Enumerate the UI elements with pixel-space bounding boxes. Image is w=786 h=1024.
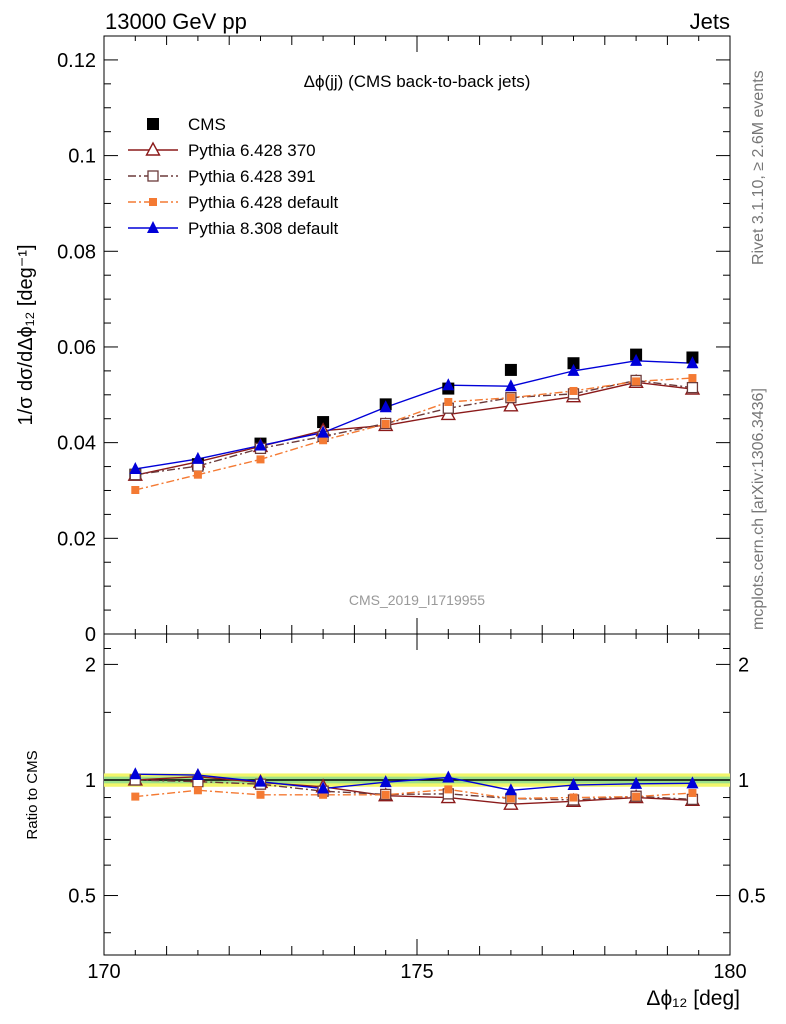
ratio-point-py6def — [193, 786, 202, 795]
ratio-line-py6def — [135, 788, 693, 800]
data-point-py8def — [379, 400, 392, 413]
legend-marker-py370 — [145, 141, 161, 156]
legend-marker-cms — [147, 118, 159, 130]
data-point-py6def — [381, 419, 390, 428]
main-ytick-label: 0 — [85, 624, 96, 646]
data-point-py6def — [506, 393, 515, 402]
analysis-watermark: CMS_2019_I1719955 — [349, 592, 485, 608]
data-point-cms — [567, 357, 580, 370]
data-point-py6def — [569, 386, 578, 395]
legend-marker-py8def — [147, 221, 159, 233]
ratio-point-py6def — [444, 785, 453, 794]
plot-title: Δϕ(jj) (CMS back-to-back jets) — [304, 72, 531, 91]
ratio-point-py6def — [131, 792, 140, 801]
data-point-py370 — [503, 397, 519, 412]
ratio-line-py8def — [135, 773, 693, 791]
legend-label-py391: Pythia 6.428 391 — [188, 167, 316, 186]
data-point-py8def — [442, 378, 455, 391]
header-right: Jets — [690, 9, 730, 34]
ratio-point-py6def — [319, 790, 328, 799]
series-line-py391 — [135, 379, 693, 476]
ratio-point-py8def — [630, 776, 643, 789]
ratio-point-py8def — [129, 767, 142, 780]
data-point-py391 — [686, 381, 699, 394]
ratio-point-py6def — [256, 790, 265, 799]
data-point-py8def — [567, 363, 580, 376]
ratio-ytick-label-right: 1 — [738, 770, 749, 792]
legend-label-py6def: Pythia 6.428 default — [188, 193, 339, 212]
ratio-ylabel: Ratio to CMS — [24, 750, 41, 839]
data-point-py6def — [193, 470, 202, 479]
data-point-py8def — [630, 353, 643, 366]
data-point-py8def — [504, 379, 517, 392]
x-axis-label: Δϕ₁₂ [deg] — [646, 987, 740, 1010]
ratio-point-py8def — [686, 776, 699, 789]
ratio-ytick-label-right: 2 — [738, 654, 749, 676]
ratio-axes: 0.5 0.5 1 1 2 2 170 175 180 — [68, 634, 766, 983]
data-point-py6def — [256, 455, 265, 464]
header-left: 13000 GeV pp — [105, 9, 247, 34]
main-ytick-label: 0.1 — [68, 146, 96, 168]
ratio-point-py6def — [688, 788, 697, 797]
series-line-py6def — [135, 377, 693, 491]
main-ytick-label: 0.04 — [57, 433, 96, 455]
ratio-point-py8def — [442, 770, 455, 783]
ratio-ytick-label-right: 0.5 — [738, 886, 766, 908]
data-point-py8def — [129, 461, 142, 474]
ratio-point-py8def — [254, 774, 267, 787]
data-point-py8def — [254, 438, 267, 451]
data-point-py6def — [444, 397, 453, 406]
ratio-ytick-label: 0.5 — [68, 886, 96, 908]
ratio-point-py8def — [504, 783, 517, 796]
mcplots-label: mcplots.cern.ch [arXiv:1306.3436] — [750, 388, 767, 630]
main-ytick-label: 0.02 — [57, 528, 96, 550]
ratio-ytick-label: 2 — [85, 654, 96, 676]
legend-marker-py6def — [149, 198, 157, 206]
main-ytick-label: 0.12 — [57, 50, 96, 72]
ratio-point-py8def — [379, 775, 392, 788]
series-line-py8def — [135, 360, 693, 470]
ratio-point-py6def — [632, 792, 641, 801]
main-ylabel: 1/σ dσ/dΔϕ₁₂ [deg⁻¹] — [15, 244, 37, 425]
series-line-py370 — [135, 381, 693, 476]
ratio-series — [127, 767, 701, 810]
data-point-py8def — [191, 451, 204, 464]
ratio-ytick-label: 1 — [85, 770, 96, 792]
main-axes: 0 0.02 0.04 0.06 0.08 0.1 0.12 — [57, 35, 731, 646]
xtick-label: 180 — [713, 961, 746, 983]
rivet-label: Rivet 3.1.10, ≥ 2.6M events — [750, 70, 767, 265]
data-point-cms — [504, 363, 517, 376]
data-point-py8def — [317, 425, 330, 438]
data-point-cms — [317, 416, 330, 429]
legend-marker-py391 — [147, 170, 159, 182]
ratio-point-py8def — [567, 778, 580, 791]
xtick-label: 170 — [87, 961, 120, 983]
data-point-py8def — [686, 356, 699, 369]
ratio-point-py6def — [506, 794, 515, 803]
ratio-line-py370 — [135, 775, 693, 805]
main-series — [127, 348, 701, 495]
data-point-py6def — [131, 486, 140, 495]
legend-label-cms: CMS — [188, 115, 226, 134]
data-point-py6def — [319, 436, 328, 445]
legend-label-py370: Pythia 6.428 370 — [188, 141, 316, 160]
legend: CMS Pythia 6.428 370 Pythia 6.428 391 Pythi… — [128, 115, 339, 238]
ratio-point-py6def — [381, 790, 390, 799]
ratio-point-py8def — [191, 768, 204, 781]
main-ylabel-text: 1/σ dσ/dΔϕ₁₂ [deg⁻¹] — [15, 244, 37, 425]
legend-label-py8def: Pythia 8.308 default — [188, 219, 339, 238]
main-ytick-label: 0.08 — [57, 241, 96, 263]
ratio-point-py6def — [569, 793, 578, 802]
xtick-label: 175 — [400, 961, 433, 983]
ratio-line-py391 — [135, 779, 693, 801]
data-point-py6def — [632, 377, 641, 386]
ratio-point-py8def — [317, 781, 330, 794]
main-ytick-label: 0.06 — [57, 337, 96, 359]
data-point-py6def — [688, 374, 697, 383]
